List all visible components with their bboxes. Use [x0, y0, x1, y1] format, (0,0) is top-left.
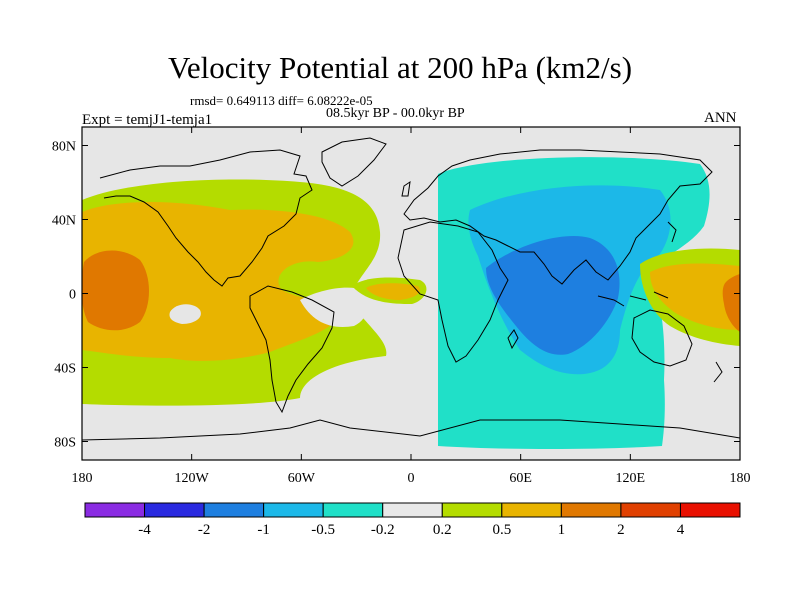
coastline-new-zealand [713, 361, 723, 383]
colorbar: -4 -2 -1 -0.5 -0.2 0.2 0.5 1 2 4 [84, 502, 741, 538]
colorbar-label: 0.5 [492, 522, 511, 538]
colorbar-swatch [382, 502, 443, 518]
colorbar-swatch [501, 502, 562, 518]
contour-positive-pacific-max [722, 274, 740, 332]
colorbar-label: -4 [138, 522, 151, 538]
lat-tick-label: 0 [69, 288, 76, 303]
colorbar-label: 2 [617, 522, 625, 538]
contour-positive-2 [82, 250, 149, 331]
lon-tick-label: 180 [730, 471, 751, 486]
period-label: 08.5kyr BP - 00.0kyr BP [326, 106, 465, 121]
contour-fields [82, 157, 740, 450]
lon-tick-label: 60E [509, 471, 532, 486]
coastline-japan [667, 221, 677, 243]
coastline-greenland [321, 137, 387, 187]
lon-tick-label: 0 [408, 471, 415, 486]
colorbar-label: 0.2 [433, 522, 452, 538]
contour-positive-1 [82, 201, 354, 361]
colorbar-label: -2 [198, 522, 211, 538]
colorbar-swatch [84, 502, 146, 518]
coastline-indonesia [597, 291, 669, 307]
colorbar-swatch [441, 502, 503, 518]
colorbar-swatch [560, 502, 622, 518]
lon-tick-label: 60W [288, 471, 316, 486]
coastline-antarctica [82, 419, 740, 441]
lon-tick-label: 180 [72, 471, 93, 486]
season-label: ANN [704, 110, 737, 126]
colorbar-swatch [144, 502, 205, 518]
colorbar-swatch [679, 502, 741, 518]
contour-positive-pacific-core [650, 263, 740, 330]
contour-negative-1 [486, 236, 620, 355]
coastlines [82, 137, 740, 441]
stats-text: rmsd= 0.649113 diff= 6.08222e-05 [190, 93, 373, 108]
coastline-australia [631, 309, 693, 367]
coastline-uk [401, 180, 411, 197]
coastline-north-america [99, 149, 313, 287]
contour-positive-atlantic-core [366, 283, 420, 300]
lat-tick-label: 40S [54, 362, 76, 377]
experiment-label: Expt = temjJ1-temja1 [82, 112, 213, 128]
coastline-madagascar [507, 329, 519, 350]
coastline-eurasia [403, 149, 713, 285]
colorbar-swatch [203, 502, 265, 518]
colorbar-label: 1 [558, 522, 566, 538]
lon-tick-label: 120E [616, 471, 646, 486]
map-title: Velocity Potential at 200 hPa (km2/s) [167, 50, 633, 85]
colorbar-swatch [263, 502, 324, 518]
lon-tick-label: 120W [175, 471, 210, 486]
lat-tick-label: 80N [52, 140, 76, 155]
colorbar-swatch [322, 502, 384, 518]
colorbar-label: -0.2 [371, 522, 395, 538]
map-axes: 180 120W 60W 0 60E 120E 180 80N 40N 0 40S 80S [52, 127, 751, 486]
lat-tick-label: 80S [54, 436, 76, 451]
coastline-south-america [249, 285, 335, 414]
colorbar-label: -1 [257, 522, 270, 538]
contour-near-zero-hole [169, 304, 201, 324]
colorbar-label: -0.5 [311, 522, 335, 538]
colorbar-swatch [620, 502, 681, 518]
contour-near-zero-atlantic [300, 287, 369, 327]
lat-tick-label: 40N [52, 214, 76, 229]
colorbar-label: 4 [677, 522, 685, 538]
